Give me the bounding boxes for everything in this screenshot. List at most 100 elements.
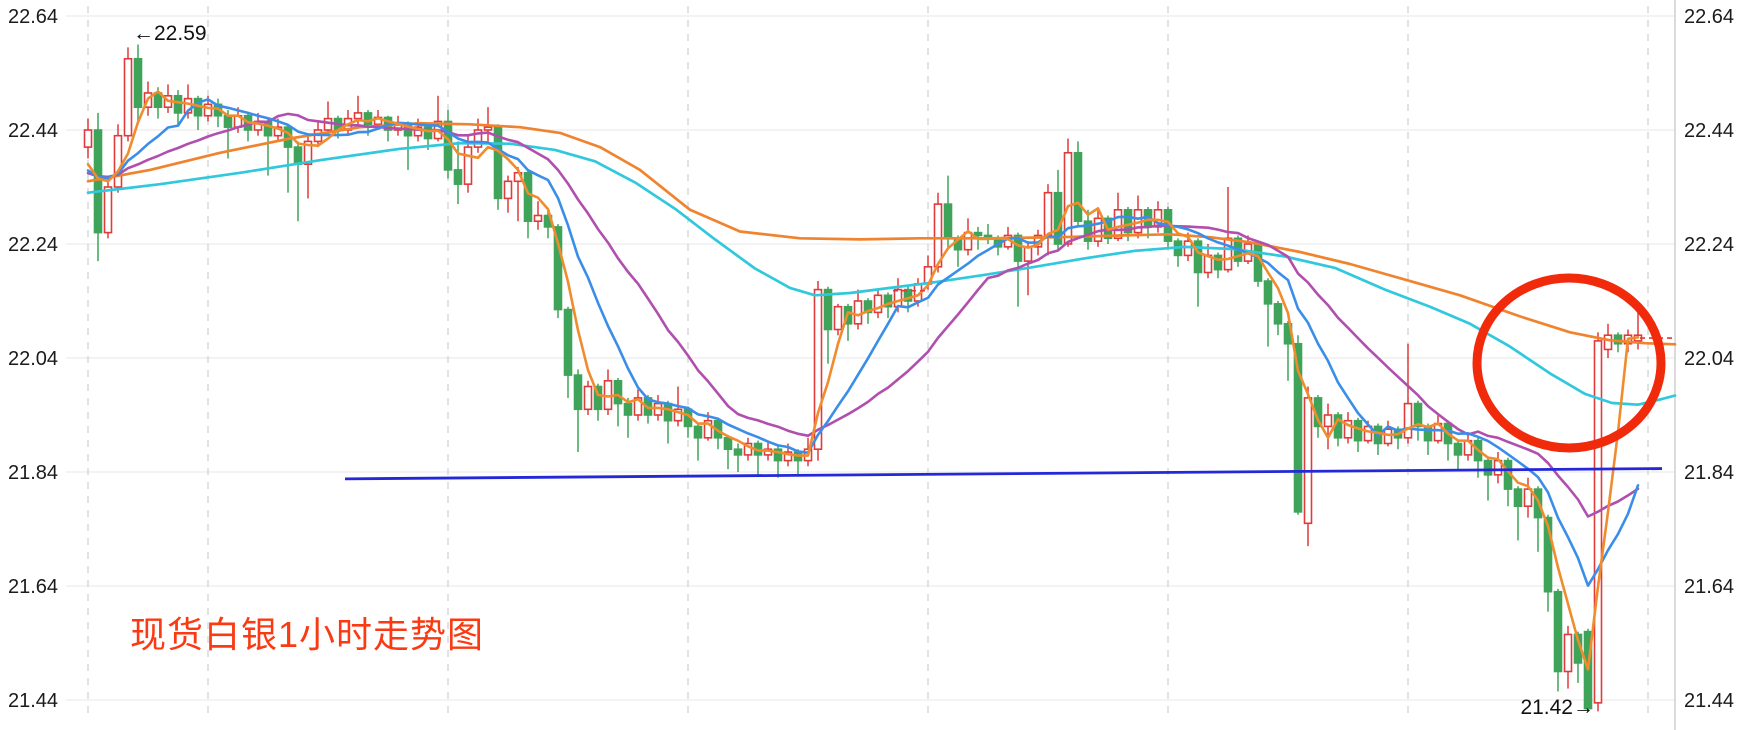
candle-down bbox=[753, 440, 763, 475]
candle-body bbox=[613, 379, 623, 405]
candle-body bbox=[1273, 303, 1283, 325]
candle-body bbox=[573, 374, 583, 411]
candle-body bbox=[293, 146, 303, 166]
candle-up bbox=[123, 47, 133, 142]
candle-body bbox=[533, 214, 543, 222]
candle-body bbox=[673, 408, 683, 422]
candle-up bbox=[83, 118, 93, 159]
candle-body bbox=[1453, 442, 1463, 456]
candle-body bbox=[563, 308, 573, 376]
candle-body bbox=[523, 171, 533, 223]
y-axis-label-right: 22.24 bbox=[1684, 234, 1734, 256]
y-axis-label-left: 21.84 bbox=[8, 462, 58, 484]
candle-down bbox=[723, 434, 733, 470]
candle-up bbox=[963, 218, 973, 256]
y-axis-label-right: 21.64 bbox=[1684, 576, 1734, 598]
candle-body bbox=[203, 103, 213, 117]
candle-up bbox=[1383, 420, 1393, 447]
ma-line-ma4 bbox=[86, 90, 1640, 671]
candle-body bbox=[1593, 340, 1603, 704]
candle-down bbox=[523, 169, 533, 239]
candle-up bbox=[533, 201, 543, 230]
ma-layer bbox=[86, 90, 1677, 671]
candle-body bbox=[423, 126, 433, 140]
candle-body bbox=[773, 448, 783, 462]
candle-body bbox=[593, 385, 603, 411]
candle-body bbox=[303, 140, 313, 165]
candle-down bbox=[1173, 238, 1183, 267]
candle-body bbox=[1223, 237, 1233, 271]
candle-up bbox=[1463, 432, 1473, 461]
candle-down bbox=[1193, 238, 1203, 307]
candle-up bbox=[1303, 386, 1313, 547]
candle-down bbox=[683, 406, 693, 438]
y-axis-label-left: 22.64 bbox=[8, 6, 58, 28]
candle-body bbox=[703, 419, 713, 439]
candle-body bbox=[113, 134, 123, 188]
candle-down bbox=[623, 397, 633, 438]
candle-up bbox=[1153, 201, 1163, 233]
candle-down bbox=[613, 377, 623, 427]
candle-down bbox=[1373, 423, 1383, 455]
candle-up bbox=[1043, 184, 1053, 256]
candle-body bbox=[813, 288, 823, 451]
y-axis-label-left: 21.64 bbox=[8, 576, 58, 598]
candle-down bbox=[1453, 440, 1463, 470]
ma-line-slow-orange bbox=[86, 121, 1677, 346]
ma-line-ma18 bbox=[86, 112, 1640, 518]
chart-title: 现货白银1小时走势图 bbox=[130, 614, 485, 655]
y-axis-label-right: 21.84 bbox=[1684, 462, 1734, 484]
candle-down bbox=[593, 383, 603, 421]
candle-body bbox=[1263, 280, 1273, 305]
candle-body bbox=[943, 203, 953, 240]
candle-body bbox=[363, 112, 373, 126]
candle-down bbox=[293, 141, 303, 222]
candle-body bbox=[633, 397, 643, 416]
highlight-circle-annotation bbox=[1472, 273, 1666, 453]
candle-body bbox=[1403, 402, 1413, 439]
candle-body bbox=[973, 231, 983, 237]
ma-line-ma9 bbox=[86, 98, 1640, 587]
candle-up bbox=[1523, 477, 1533, 518]
candle-body bbox=[1293, 342, 1303, 513]
candle-down bbox=[983, 224, 993, 244]
candle-body bbox=[663, 402, 673, 422]
candle-body bbox=[463, 146, 473, 185]
candle-down bbox=[733, 443, 743, 472]
candle-body bbox=[553, 226, 563, 311]
candle-down bbox=[793, 449, 803, 475]
candle-body bbox=[823, 288, 833, 331]
candle-down bbox=[1503, 457, 1513, 507]
candle-body bbox=[1383, 428, 1393, 445]
candle-body bbox=[483, 126, 493, 131]
candle-body bbox=[1073, 152, 1083, 223]
candle-body bbox=[693, 425, 703, 439]
candle-body bbox=[223, 114, 233, 128]
candle-down bbox=[663, 400, 673, 444]
candle-body bbox=[453, 169, 463, 185]
candle-body bbox=[1213, 254, 1223, 271]
candle-down bbox=[823, 286, 833, 364]
high-price-annotation: ←22.59 bbox=[133, 22, 207, 45]
candle-down bbox=[173, 90, 183, 125]
candle-body bbox=[853, 300, 863, 325]
candle-up bbox=[633, 389, 643, 421]
candle-body bbox=[103, 186, 113, 234]
candle-body bbox=[583, 385, 593, 411]
candle-body bbox=[1513, 488, 1523, 508]
candle-body bbox=[623, 402, 633, 416]
candle-body bbox=[473, 129, 483, 148]
candle-body bbox=[83, 129, 93, 148]
candle-down bbox=[693, 423, 703, 461]
candle-body bbox=[1193, 240, 1203, 274]
y-axis-label-right: 22.64 bbox=[1684, 6, 1734, 28]
candle-body bbox=[873, 294, 883, 314]
candle-down bbox=[1443, 420, 1453, 461]
y-axis-label-left: 22.04 bbox=[8, 348, 58, 370]
candle-body bbox=[833, 305, 843, 331]
candle-down bbox=[573, 369, 583, 453]
ma-line-cyan bbox=[86, 141, 1677, 407]
candle-body bbox=[1323, 414, 1333, 428]
y-axis-label-right: 22.44 bbox=[1684, 120, 1734, 142]
